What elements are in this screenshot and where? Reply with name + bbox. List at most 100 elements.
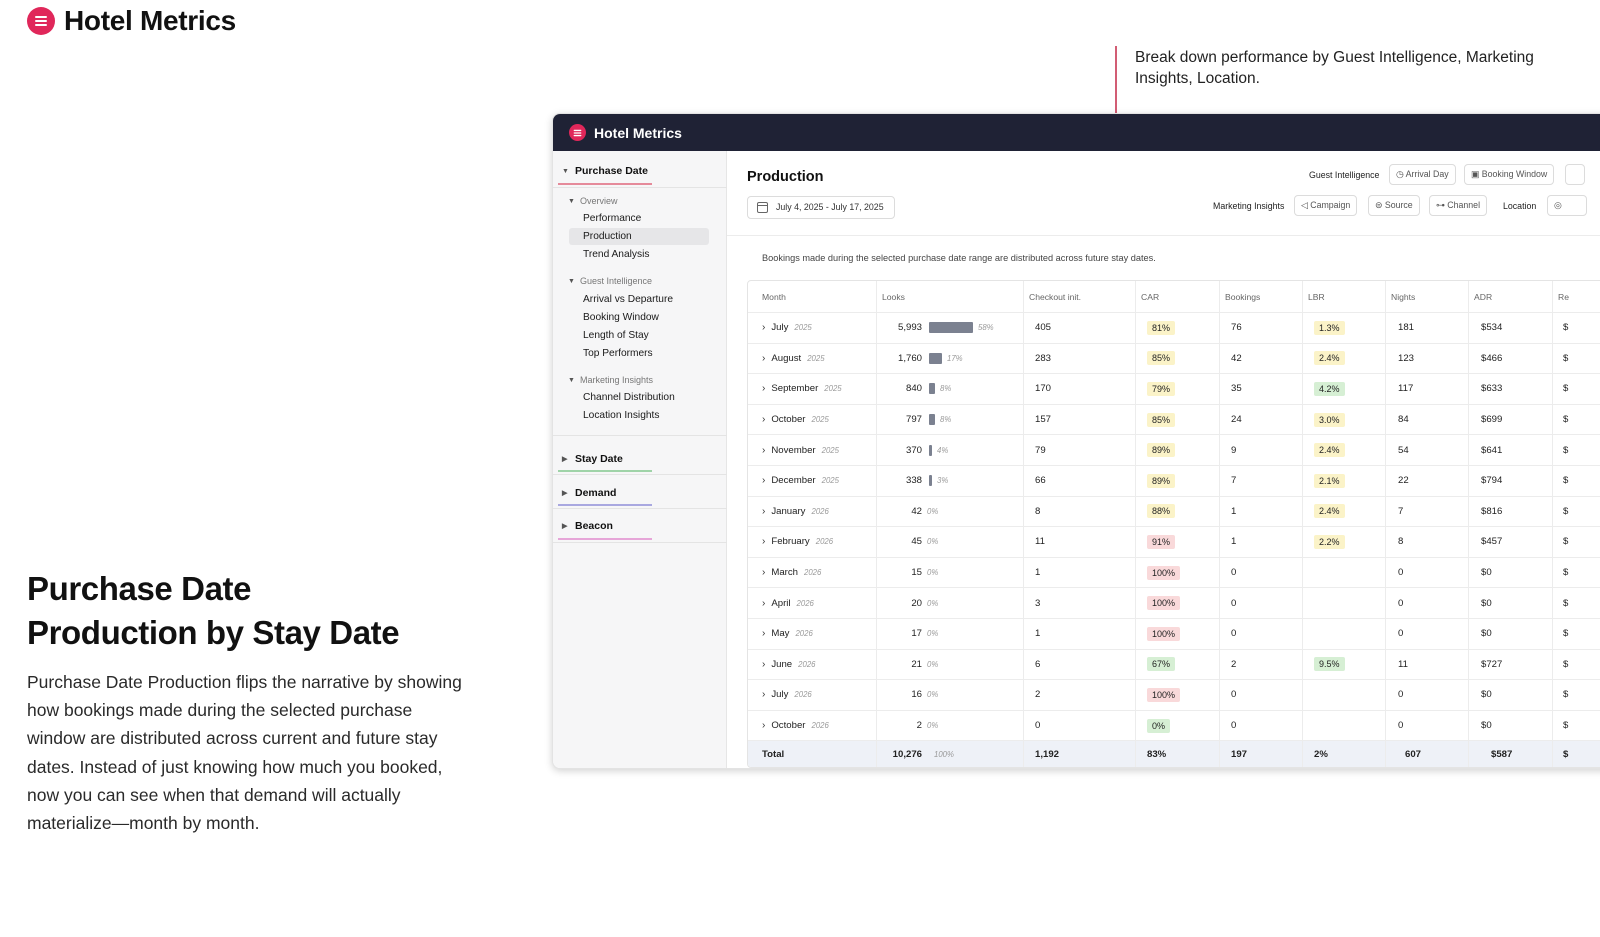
divider <box>553 474 727 475</box>
column-header-bookings[interactable]: Bookings <box>1225 291 1261 302</box>
chevron-right-icon[interactable]: › <box>762 720 766 732</box>
row-checkout: 0 <box>1035 720 1041 732</box>
row-adr: $641 <box>1481 444 1503 456</box>
column-header-re[interactable]: Re <box>1558 291 1569 302</box>
row-nights: 0 <box>1398 567 1404 579</box>
chevron-right-icon[interactable]: › <box>762 689 766 701</box>
sidebar-section-demand[interactable]: ▶ Demand <box>553 483 727 503</box>
table-row[interactable]: › January 2026 42 0% 8 88% 1 2.4% 7 $816 $ <box>748 497 1600 528</box>
table-row[interactable]: › November 2025 370 4% 79 89% 9 2.4% 54 $641 $ <box>748 435 1600 466</box>
column-divider <box>1135 281 1136 768</box>
campaign-chip[interactable]: ◁ Campaign <box>1294 195 1358 216</box>
source-chip[interactable]: ⊜ Source <box>1368 195 1420 216</box>
sidebar-item-length-of-stay[interactable]: Length of Stay <box>583 330 649 341</box>
row-nights: 0 <box>1398 720 1404 732</box>
table-row[interactable]: › August 2025 1,760 17% 283 85% 42 2.4% 123 $466 $ <box>748 344 1600 375</box>
chevron-right-icon[interactable]: › <box>762 414 766 426</box>
row-month: November <box>771 444 816 456</box>
more-filters-chip[interactable] <box>1565 164 1585 185</box>
table-row[interactable]: › October 2025 797 8% 157 85% 24 3.0% 84 $699 $ <box>748 405 1600 436</box>
sidebar-item-booking-window[interactable]: Booking Window <box>583 312 659 323</box>
group-label: Marketing Insights <box>580 375 654 385</box>
sidebar-item-performance[interactable]: Performance <box>583 213 642 224</box>
chevron-right-icon[interactable]: › <box>762 658 766 670</box>
row-bookings: 0 <box>1231 567 1237 579</box>
table-total-row: Total 10,276 100% 1,192 83% 197 2% 607 $… <box>748 741 1600 768</box>
chevron-right-icon[interactable]: › <box>762 567 766 579</box>
row-bookings: 2 <box>1231 658 1237 670</box>
row-share: 58% <box>978 323 994 333</box>
table-row[interactable]: › September 2025 840 8% 170 79% 35 4.2% 117 $633 $ <box>748 374 1600 405</box>
page-title: Production <box>747 169 824 185</box>
lbr-badge: 3.0% <box>1314 412 1345 427</box>
section-underline <box>558 538 652 540</box>
date-range-picker[interactable]: July 4, 2025 - July 17, 2025 <box>747 196 895 219</box>
group-marketing-insights[interactable]: ▼ Marketing Insights <box>568 375 653 385</box>
sidebar-section-stay-date[interactable]: ▶ Stay Date <box>553 449 727 469</box>
car-badge: 79% <box>1147 381 1176 396</box>
row-looks: 42 <box>911 505 922 517</box>
car-badge: 100% <box>1147 626 1181 641</box>
row-year: 2026 <box>811 506 829 516</box>
table-row[interactable]: › June 2026 21 0% 6 67% 2 9.5% 11 $727 $ <box>748 650 1600 681</box>
row-adr: $0 <box>1481 689 1492 701</box>
lbr-badge: 4.2% <box>1314 381 1345 396</box>
table-row[interactable]: › July 2025 5,993 58% 405 81% 76 1.3% 181 $534 $ <box>748 313 1600 344</box>
table-row[interactable]: › December 2025 338 3% 66 89% 7 2.1% 22 $794 $ <box>748 466 1600 497</box>
row-share: 0% <box>927 690 939 700</box>
column-header-month[interactable]: Month <box>762 291 786 302</box>
row-re: $ <box>1563 567 1569 579</box>
chevron-right-icon[interactable]: › <box>762 352 766 364</box>
car-badge: 100% <box>1147 687 1181 702</box>
chevron-right-icon[interactable]: › <box>762 475 766 487</box>
row-looks: 370 <box>905 444 922 456</box>
chevron-right-icon[interactable]: › <box>762 383 766 395</box>
table-row[interactable]: › May 2026 17 0% 1 100% 0 0 $0 $ <box>748 619 1600 650</box>
column-header-looks[interactable]: Looks <box>882 291 905 302</box>
database-icon: ⊜ <box>1375 200 1385 210</box>
chevron-right-icon[interactable]: › <box>762 628 766 640</box>
divider <box>727 235 1600 236</box>
row-bookings: 76 <box>1231 322 1242 334</box>
sidebar-item-channel-distribution[interactable]: Channel Distribution <box>583 392 675 403</box>
booking-window-chip[interactable]: ▣ Booking Window <box>1464 164 1555 185</box>
table-row[interactable]: › April 2026 20 0% 3 100% 0 0 $0 $ <box>748 588 1600 619</box>
channel-chip[interactable]: ⊶ Channel <box>1429 195 1488 216</box>
chevron-right-icon[interactable]: › <box>762 322 766 334</box>
column-header-checkout[interactable]: Checkout init. <box>1029 291 1082 302</box>
car-badge: 67% <box>1147 657 1176 672</box>
location-chip[interactable]: ◎ <box>1547 195 1587 216</box>
sidebar-item-production[interactable]: Production <box>569 228 709 245</box>
brand-title: Hotel Metrics <box>64 5 236 36</box>
row-month: May <box>771 628 790 640</box>
row-year: 2026 <box>811 721 829 731</box>
column-header-nights[interactable]: Nights <box>1391 291 1416 302</box>
row-looks: 45 <box>911 536 922 548</box>
chevron-right-icon[interactable]: › <box>762 444 766 456</box>
column-header-car[interactable]: CAR <box>1141 291 1160 302</box>
column-header-lbr[interactable]: LBR <box>1308 291 1325 302</box>
chevron-right-icon[interactable]: › <box>762 597 766 609</box>
arrival-day-chip[interactable]: ◷ Arrival Day <box>1389 164 1456 185</box>
sidebar-item-top-performers[interactable]: Top Performers <box>583 348 653 359</box>
sidebar-item-arrival-vs-departure[interactable]: Arrival vs Departure <box>583 294 674 305</box>
chevron-right-icon[interactable]: › <box>762 505 766 517</box>
column-header-adr[interactable]: ADR <box>1474 291 1493 302</box>
table-row[interactable]: › March 2026 15 0% 1 100% 0 0 $0 $ <box>748 558 1600 589</box>
chevron-right-icon[interactable]: › <box>762 536 766 548</box>
sidebar-item-trend-analysis[interactable]: Trend Analysis <box>583 249 650 260</box>
group-guest-intelligence[interactable]: ▼ Guest Intelligence <box>568 276 652 286</box>
row-bookings: 0 <box>1231 720 1237 732</box>
table-row[interactable]: › October 2026 2 0% 0 0% 0 0 $0 $ <box>748 711 1600 742</box>
row-nights: 117 <box>1398 383 1414 395</box>
lbr-badge: 1.3% <box>1314 320 1345 335</box>
sidebar-section-beacon[interactable]: ▶ Beacon <box>553 516 727 536</box>
table-row[interactable]: › July 2026 16 0% 2 100% 0 0 $0 $ <box>748 680 1600 711</box>
table-header-row: Month Looks Checkout init. CAR Bookings … <box>748 281 1600 313</box>
group-overview[interactable]: ▼ Overview <box>568 196 618 206</box>
sidebar-section-purchase-date[interactable]: ▼ Purchase Date <box>553 161 727 181</box>
sidebar-item-location-insights[interactable]: Location Insights <box>583 410 660 421</box>
row-month: April <box>771 597 791 609</box>
table-row[interactable]: › February 2026 45 0% 11 91% 1 2.2% 8 $457 $ <box>748 527 1600 558</box>
table-body: › July 2025 5,993 58% 405 81% 76 1.3% 181 $534 $ › Au… <box>748 313 1600 742</box>
